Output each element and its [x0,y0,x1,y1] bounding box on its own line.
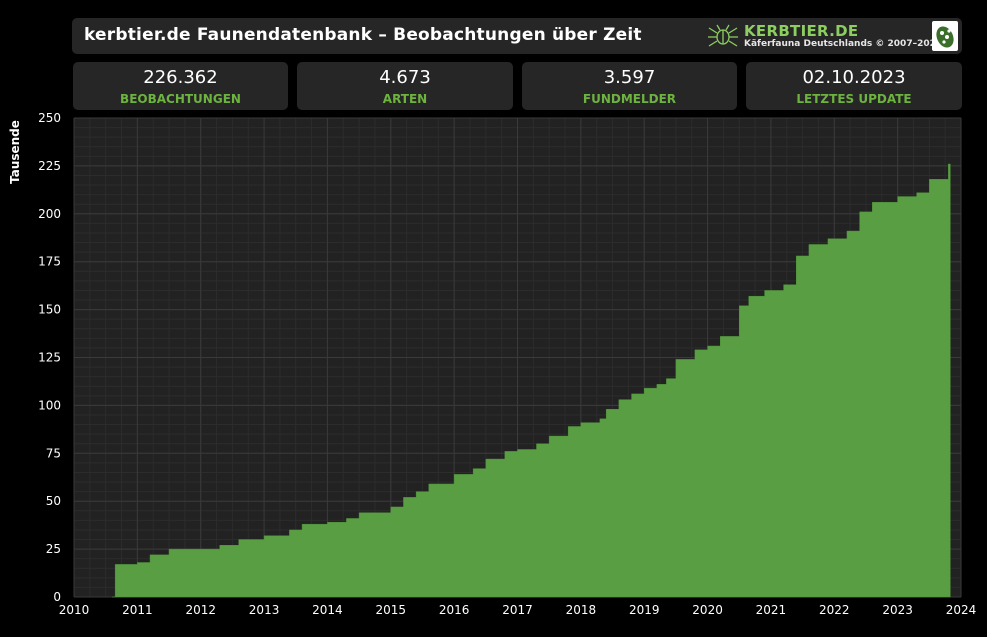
y-axis-label: Tausende [8,120,22,184]
y-tick-label: 225 [38,159,61,173]
bug-outline-icon [708,24,738,47]
x-tick-label: 2013 [249,603,280,617]
y-tick-label: 200 [38,207,61,221]
brand-name: KERBTIER.DE [744,22,859,40]
stat-beobachtungen: 226.362 BEOBACHTUNGEN [73,62,288,110]
x-tick-label: 2018 [566,603,597,617]
stat-fundmelder: 3.597 FUNDMELDER [522,62,737,110]
x-tick-label: 2010 [59,603,90,617]
y-tick-label: 0 [53,590,61,604]
title-bar: kerbtier.de Faunendatenbank – Beobachtun… [72,18,962,54]
stat-value: 226.362 [143,67,218,88]
x-tick-label: 2016 [439,603,470,617]
x-tick-label: 2019 [629,603,660,617]
x-tick-label: 2022 [819,603,850,617]
y-tick-label: 125 [38,351,61,365]
x-tick-label: 2017 [502,603,533,617]
x-tick-label: 2015 [376,603,407,617]
brand-subtitle: Käferfauna Deutschlands © 2007–2023 [744,39,943,49]
x-tick-label: 2014 [312,603,343,617]
stat-label: BEOBACHTUNGEN [120,92,241,106]
x-tick-label: 2020 [692,603,723,617]
stat-label: FUNDMELDER [582,92,677,106]
y-tick-label: 50 [46,494,61,508]
x-tick-label: 2012 [185,603,216,617]
stat-value: 02.10.2023 [802,67,906,88]
x-tick-label: 2023 [882,603,913,617]
page-title: kerbtier.de Faunendatenbank – Beobachtun… [84,25,642,45]
x-tick-label: 2024 [946,603,977,617]
observations-area [112,163,951,598]
y-tick-label: 100 [38,398,61,412]
stat-value: 4.673 [379,67,431,88]
y-tick-label: 250 [38,111,61,125]
stat-letztes-update: 02.10.2023 LETZTES UPDATE [746,62,962,110]
y-tick-label: 25 [46,542,61,556]
x-tick-label: 2021 [756,603,787,617]
stat-label: ARTEN [382,92,428,106]
stat-value: 3.597 [603,67,656,88]
y-tick-label: 75 [46,446,61,460]
beetle-logo-icon [932,21,958,51]
stat-label: LETZTES UPDATE [796,92,912,106]
stat-arten: 4.673 ARTEN [297,62,513,110]
x-tick-label: 2011 [122,603,153,617]
brand-logo[interactable]: KERBTIER.DE Käferfauna Deutschlands © 20… [706,21,958,51]
y-tick-label: 175 [38,255,61,269]
y-tick-label: 150 [38,303,61,317]
